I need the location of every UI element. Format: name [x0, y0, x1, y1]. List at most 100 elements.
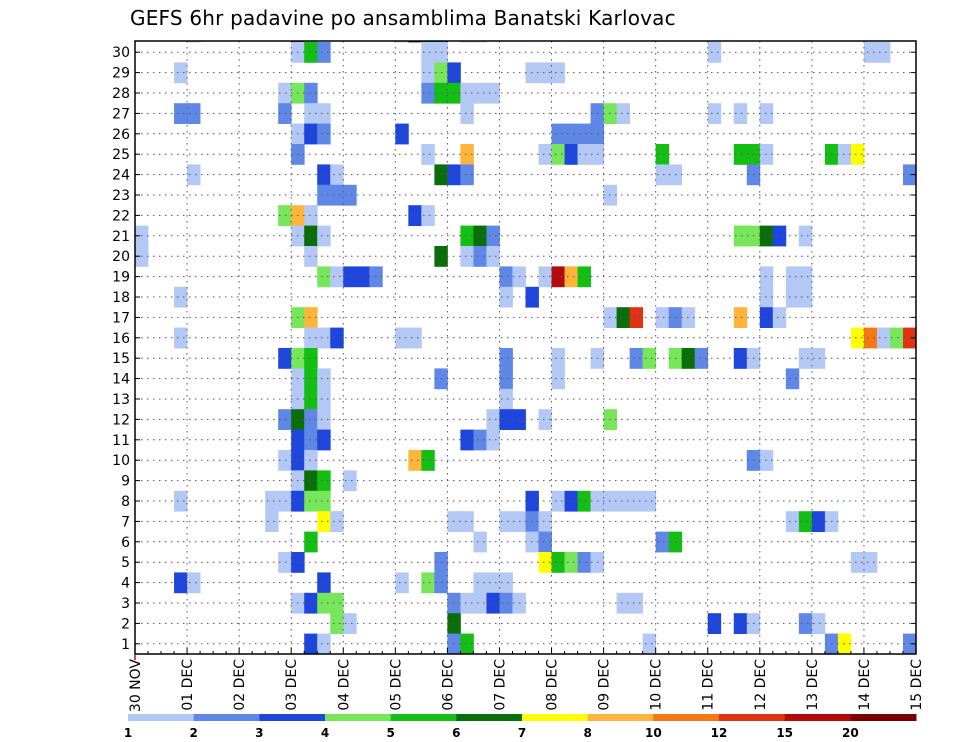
- heatmap-cell: [850, 327, 865, 349]
- heatmap-cell: [174, 490, 188, 512]
- y-tick-label: 2: [121, 616, 130, 632]
- heatmap-cell: [577, 552, 591, 573]
- heatmap-cell: [304, 388, 318, 410]
- heatmap-cell: [655, 164, 670, 186]
- heatmap-cell: [343, 613, 357, 634]
- heatmap-cell: [850, 552, 865, 573]
- legend-label: 6: [452, 726, 460, 740]
- heatmap-cell: [330, 613, 344, 634]
- heatmap-cell: [551, 123, 565, 145]
- heatmap-cell: [304, 490, 318, 512]
- y-tick-label: 7: [121, 514, 130, 530]
- heatmap-cell: [551, 348, 565, 369]
- heatmap-cell: [421, 572, 435, 594]
- heatmap-cell: [304, 429, 318, 451]
- heatmap-cell: [343, 266, 357, 288]
- heatmap-cell: [629, 307, 644, 328]
- x-tick-label: 02 DEC: [232, 659, 248, 711]
- heatmap-cell: [486, 592, 500, 614]
- heatmap-cell: [733, 225, 748, 247]
- heatmap-cell: [473, 429, 487, 451]
- heatmap-cell: [317, 511, 331, 532]
- heatmap-cell: [317, 429, 331, 451]
- heatmap-cell: [499, 592, 513, 614]
- heatmap-cell: [551, 62, 565, 84]
- heatmap-cell: [785, 286, 800, 308]
- x-tick-label: 30 NOV: [128, 659, 144, 713]
- heatmap-cell: [876, 327, 891, 349]
- heatmap-cell: [473, 246, 487, 267]
- x-tick-label: 08 DEC: [545, 659, 561, 711]
- y-tick-label: 27: [112, 106, 130, 122]
- y-tick-label: 29: [112, 66, 130, 82]
- legend-label: 4: [321, 726, 329, 740]
- heatmap-cell: [785, 368, 800, 390]
- heatmap-cell: [759, 266, 774, 288]
- heatmap-cell: [629, 490, 644, 512]
- heatmap-cell: [655, 307, 670, 328]
- heatmap-cell: [811, 613, 826, 634]
- heatmap-cell: [174, 327, 188, 349]
- heatmap-cell: [278, 103, 292, 124]
- heatmap-cell: [460, 144, 474, 165]
- heatmap-cell: [551, 266, 565, 288]
- heatmap-cell: [317, 572, 331, 594]
- y-tick-label: 19: [112, 270, 130, 286]
- y-tick-label: 30: [112, 45, 130, 61]
- heatmap-cell: [317, 266, 331, 288]
- heatmap-cell: [278, 552, 292, 573]
- heatmap-cell: [486, 409, 500, 430]
- heatmap-cell: [486, 572, 500, 594]
- heatmap-cell: [421, 450, 435, 471]
- heatmap-cell: [798, 266, 813, 288]
- heatmap-cell: [616, 592, 631, 614]
- heatmap-cell: [551, 368, 565, 390]
- heatmap-cell: [798, 286, 813, 308]
- heatmap-cell: [421, 82, 435, 104]
- y-tick-label: 16: [112, 331, 130, 347]
- heatmap-cell: [473, 225, 487, 247]
- heatmap-cell: [278, 205, 292, 226]
- heatmap-cell: [837, 144, 852, 165]
- heatmap-cell: [278, 490, 292, 512]
- x-tick-label: 01 DEC: [180, 659, 196, 711]
- heatmap-cell: [538, 511, 552, 532]
- heatmap-cell: [538, 266, 552, 288]
- legend-swatch: [325, 714, 392, 721]
- y-tick-label: 23: [112, 188, 130, 204]
- legend-label: 5: [386, 726, 394, 740]
- y-tick-label: 6: [121, 535, 130, 551]
- heatmap-cell: [304, 633, 318, 655]
- heatmap-cell: [863, 42, 878, 63]
- heatmap-cell: [317, 592, 331, 614]
- heatmap-cell: [304, 470, 318, 492]
- y-axis: 1234567891011121314151617181920212223242…: [112, 45, 916, 653]
- heatmap-cell: [330, 184, 344, 206]
- y-tick-label: 3: [121, 596, 130, 612]
- chart-title: GEFS 6hr padavine po ansamblima Banatski…: [130, 6, 676, 30]
- heatmap-cell: [330, 164, 344, 186]
- heatmap-cell: [304, 531, 318, 553]
- heatmap-cell: [408, 450, 422, 471]
- legend-swatch: [587, 714, 654, 721]
- y-tick-label: 17: [112, 310, 130, 326]
- heatmap-cell: [330, 511, 344, 532]
- heatmap-cell: [551, 552, 565, 573]
- heatmap-cell: [577, 266, 591, 288]
- legend-label: 20: [842, 726, 859, 740]
- heatmap-cell: [759, 450, 774, 471]
- heatmap-cell: [421, 42, 435, 63]
- heatmap-cell: [733, 307, 748, 328]
- legend-label: 15: [776, 726, 793, 740]
- heatmap-cell: [551, 490, 565, 512]
- heatmap-cell: [304, 225, 318, 247]
- heatmap-cell: [174, 286, 188, 308]
- y-tick-label: 14: [112, 372, 130, 388]
- legend-label: 7: [518, 726, 526, 740]
- heatmap-cell: [317, 388, 331, 410]
- heatmap-cell: [759, 225, 774, 247]
- heatmap-cell: [798, 511, 813, 532]
- heatmap-cell: [317, 368, 331, 390]
- heatmap-cell: [408, 205, 422, 226]
- heatmap-cell: [486, 225, 500, 247]
